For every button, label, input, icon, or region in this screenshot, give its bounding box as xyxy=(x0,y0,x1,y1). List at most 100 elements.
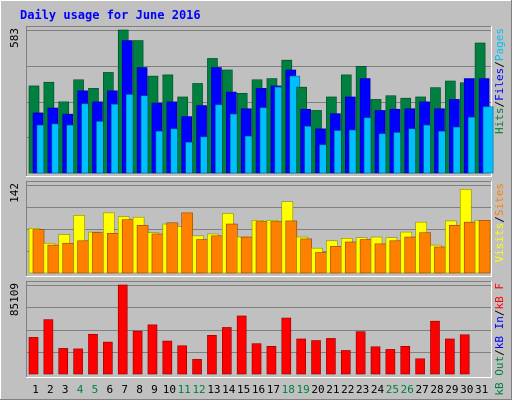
day-label-22: 22 xyxy=(341,383,354,396)
legend-label: / xyxy=(493,349,506,356)
day-label-23: 23 xyxy=(356,383,369,396)
day-label-21: 21 xyxy=(326,383,339,396)
bar-sites-day-13 xyxy=(211,235,223,274)
bar-kb-f-day-20 xyxy=(311,340,321,375)
bar-kb-f-day-8 xyxy=(132,330,143,375)
day-label-17: 17 xyxy=(267,383,280,396)
bar-sites-day-1 xyxy=(32,229,45,274)
bar-kb-f-day-25 xyxy=(385,349,396,375)
bar-kb-f-day-24 xyxy=(370,346,381,375)
bar-sites-day-5 xyxy=(92,232,104,274)
bar-kb-f-day-21 xyxy=(326,338,336,375)
day-label-18: 18 xyxy=(282,383,295,396)
bar-sites-day-19 xyxy=(300,238,312,274)
bar-kb-f-day-28 xyxy=(430,320,440,375)
bar-kb-f-day-9 xyxy=(147,324,158,375)
bar-sites-day-18 xyxy=(285,220,298,274)
day-label-6: 6 xyxy=(107,383,114,396)
day-label-5: 5 xyxy=(92,383,99,396)
series-legend: Visits/Sites xyxy=(493,183,506,263)
bar-sites-day-2 xyxy=(47,244,60,274)
legend-label: / xyxy=(493,310,506,317)
bar-sites-day-4 xyxy=(77,240,89,274)
day-label-10: 10 xyxy=(163,383,176,396)
day-label-1: 1 xyxy=(32,383,39,396)
day-label-26: 26 xyxy=(401,383,414,396)
day-label-14: 14 xyxy=(222,383,236,396)
day-label-9: 9 xyxy=(151,383,158,396)
bar-sites-day-6 xyxy=(107,233,119,274)
bar-kb-f-day-29 xyxy=(445,338,455,375)
bar-kb-f-day-22 xyxy=(340,350,351,375)
day-label-12: 12 xyxy=(192,383,205,396)
bar-sites-day-3 xyxy=(62,242,75,274)
bar-sites-day-24 xyxy=(374,243,387,274)
legend-label: Sites xyxy=(493,183,506,216)
bar-sites-day-8 xyxy=(136,224,149,274)
bar-sites-day-15 xyxy=(240,236,253,274)
bar-sites-day-12 xyxy=(196,239,208,274)
day-label-13: 13 xyxy=(207,383,220,396)
bar-sites-day-23 xyxy=(359,239,372,274)
day-label-3: 3 xyxy=(62,383,69,396)
legend-label: kB F xyxy=(493,283,506,310)
bar-kb-f-day-17 xyxy=(266,345,277,375)
bar-sites-day-16 xyxy=(255,221,268,274)
bar-sites-day-20 xyxy=(315,252,327,274)
bar-sites-day-9 xyxy=(151,233,164,274)
day-label-8: 8 xyxy=(136,383,143,396)
legend-label: Pages xyxy=(493,28,506,61)
bar-sites-day-28 xyxy=(434,246,446,274)
bar-sites-day-27 xyxy=(419,232,431,274)
day-label-29: 29 xyxy=(445,383,458,396)
bar-sites-day-21 xyxy=(330,246,342,274)
chart-title: Daily usage for June 2016 xyxy=(20,8,201,22)
bar-kb-f-day-26 xyxy=(400,345,411,375)
bar-kb-f-day-23 xyxy=(355,331,366,375)
bar-kb-f-day-15 xyxy=(236,315,247,375)
bar-kb-f-day-13 xyxy=(207,335,217,375)
y-max-label: 142 xyxy=(8,183,21,203)
bar-kb-f-day-6 xyxy=(103,341,113,375)
bar-kb-f-day-30 xyxy=(459,334,470,375)
bar-sites-day-29 xyxy=(449,224,461,274)
bar-sites-day-26 xyxy=(404,236,417,274)
bar-kb-f-day-4 xyxy=(73,348,83,375)
bar-kb-f-day-3 xyxy=(58,348,69,375)
day-label-7: 7 xyxy=(121,383,128,396)
bar-kb-f-day-10 xyxy=(162,340,173,375)
day-label-24: 24 xyxy=(371,383,385,396)
bar-sites-day-22 xyxy=(344,241,357,274)
day-label-15: 15 xyxy=(237,383,250,396)
day-label-2: 2 xyxy=(47,383,54,396)
bar-kb-f-day-27 xyxy=(415,358,425,375)
bar-kb-f-day-16 xyxy=(251,343,262,375)
bar-kb-f-day-12 xyxy=(192,359,202,375)
legend-label: / xyxy=(493,61,506,68)
bar-sites-day-11 xyxy=(181,212,193,274)
day-label-19: 19 xyxy=(297,383,310,396)
bar-kb-f-day-11 xyxy=(177,345,187,375)
bar-kb-f-day-19 xyxy=(296,338,306,375)
bar-sites-day-31 xyxy=(478,220,491,274)
legend-label: kB In xyxy=(493,316,506,349)
series-legend: kB Out/kB In/kB F xyxy=(493,283,506,396)
day-label-30: 30 xyxy=(460,383,473,396)
legend-label: Hits xyxy=(493,108,506,135)
bar-kb-f-day-18 xyxy=(281,317,292,375)
bar-kb-f-day-14 xyxy=(222,327,232,375)
day-label-11: 11 xyxy=(178,383,191,396)
bar-sites-day-7 xyxy=(121,219,134,274)
legend-label: / xyxy=(493,216,506,223)
bar-sites-day-10 xyxy=(166,222,179,274)
y-max-label: 85109 xyxy=(8,283,21,316)
day-label-25: 25 xyxy=(386,383,399,396)
day-label-28: 28 xyxy=(430,383,443,396)
bar-sites-day-30 xyxy=(463,221,476,274)
day-label-27: 27 xyxy=(415,383,428,396)
bar-sites-day-14 xyxy=(226,223,238,274)
